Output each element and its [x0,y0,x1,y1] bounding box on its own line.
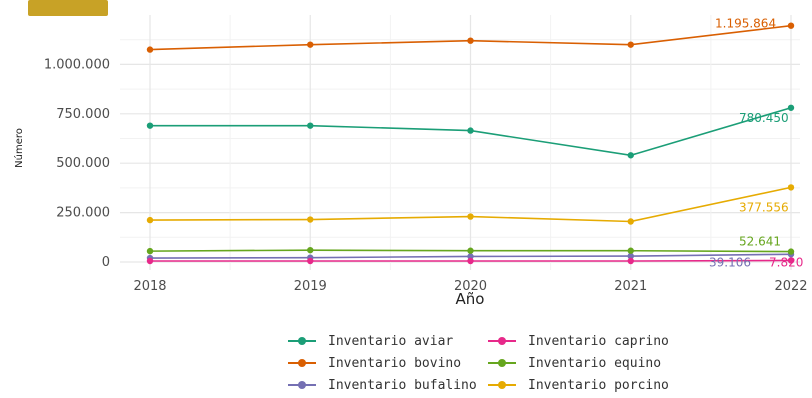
clipped-title-badge [28,0,108,16]
x-axis-ticks: 2018 2019 2020 2021 2022 [133,279,807,294]
legend-item: Inventario porcino [488,376,688,394]
data-point [627,252,634,260]
data-point [467,213,474,220]
end-value-label: 7.820 [769,255,803,269]
legend-item: Inventario equino [488,354,688,372]
x-tick-label: 2019 [294,279,327,294]
data-point [627,247,634,254]
end-value-label: 39.106 [709,255,751,269]
data-point [307,122,314,129]
x-tick-label: 2022 [774,279,807,294]
data-point [627,41,634,48]
legend-label: Inventario porcino [528,377,669,393]
data-point [146,216,154,224]
grid-lines [120,15,800,270]
x-tick-label: 2021 [614,279,647,294]
y-tick-label: 250.000 [56,206,110,221]
legend-key-icon [488,379,516,391]
legend-label: Inventario bufalino [328,377,477,393]
y-tick-label: 1.000.000 [44,57,110,72]
data-point [467,127,474,134]
data-point [146,46,154,53]
y-tick-label: 500.000 [56,156,110,171]
end-value-label: 52.641 [739,235,781,249]
legend-label: Inventario bovino [328,355,462,371]
data-point [787,22,795,29]
x-tick-label: 2018 [133,279,166,294]
legend-item: Inventario aviar [288,332,488,350]
data-point [307,41,314,48]
data-point [146,247,154,255]
data-point [146,257,154,265]
data-point [787,184,795,191]
data-point [787,257,795,264]
y-tick-label: 750.000 [56,107,110,122]
data-point [787,248,795,255]
legend-item: Inventario caprino [488,332,688,350]
series-points [146,22,795,265]
legend-item: Inventario bovino [288,354,488,372]
data-point [467,37,474,44]
end-labels: 780.450 1.195.864 39.106 7.820 52.641 377.556 [709,17,803,270]
legend-key-icon [488,357,516,369]
end-value-label: 377.556 [739,200,789,214]
data-point [787,104,795,111]
data-point [627,218,634,225]
data-point [307,216,314,223]
data-point [307,246,314,254]
y-tick-label: 0 [102,255,110,270]
legend: Inventario aviar Inventario caprino Invent… [288,332,708,394]
y-axis-ticks: 0 250.000 500.000 750.000 1.000.000 [44,57,110,270]
data-point [467,257,474,265]
legend-item: Inventario bufalino [288,376,488,394]
x-axis-title: Año [456,290,485,308]
legend-label: Inventario aviar [328,333,454,349]
legend-label: Inventario caprino [528,333,669,349]
data-point [467,247,474,254]
data-point [627,152,634,159]
legend-key-icon [488,335,516,347]
data-point [307,257,314,265]
y-axis-title: Número [13,128,25,168]
legend-key-icon [288,357,316,369]
x-tick-label: 2020 [454,279,487,294]
data-point [146,122,154,129]
data-point [467,253,474,260]
end-value-label: 780.450 [739,111,789,125]
legend-key-icon [288,335,316,347]
line-chart: 0 250.000 500.000 750.000 1.000.000 2018 2019… [13,15,808,308]
end-value-label: 1.195.864 [715,17,776,31]
legend-key-icon [288,379,316,391]
legend-label: Inventario equino [528,355,662,371]
data-point [627,257,634,265]
